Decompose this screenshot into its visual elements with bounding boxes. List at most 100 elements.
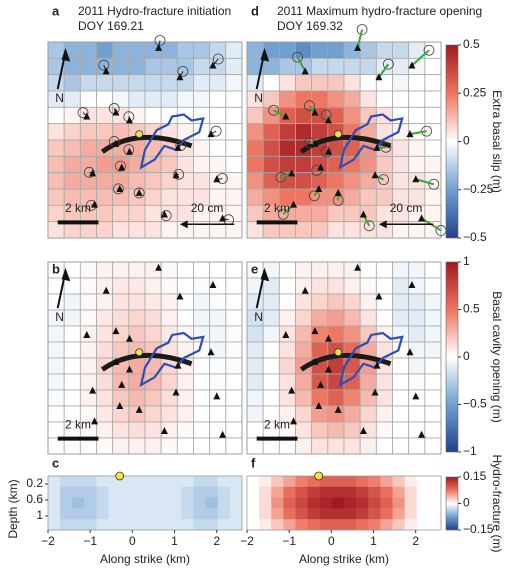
- heatmap-cell: [392, 293, 410, 311]
- heatmap-cell: [160, 277, 178, 295]
- heatmap-cell: [327, 90, 345, 108]
- heatmap-cell: [229, 519, 243, 531]
- heatmap-cell: [344, 497, 357, 509]
- heatmap-cell: [47, 293, 65, 311]
- heatmap-cell: [295, 293, 313, 311]
- heatmap-cell: [112, 90, 130, 108]
- heatmap-cell: [392, 486, 406, 498]
- x-tick-label: 0: [129, 534, 136, 548]
- heatmap-cell: [47, 325, 65, 343]
- heatmap-cell: [343, 188, 361, 206]
- gps-station: [418, 430, 426, 438]
- heatmap-cell: [343, 405, 361, 423]
- heatmap-cell: [311, 293, 329, 311]
- heatmap-cell: [356, 497, 369, 509]
- heatmap-cell: [193, 155, 211, 174]
- heatmap-cell: [380, 497, 393, 509]
- heatmap-cell: [392, 373, 410, 391]
- heatmap-cell: [295, 261, 313, 279]
- heatmap-cell: [278, 357, 296, 375]
- gps-station: [176, 292, 184, 300]
- error-ellipse: [304, 100, 315, 112]
- heatmap-cell: [47, 155, 65, 174]
- heatmap-cell: [262, 277, 280, 295]
- heatmap-cell: [229, 508, 243, 520]
- heatmap-cell: [327, 437, 345, 455]
- gps-station: [172, 171, 180, 179]
- heatmap-cell: [63, 341, 81, 359]
- heatmap-cell: [311, 74, 329, 92]
- heatmap-cell: [112, 293, 130, 311]
- heatmap-cell: [278, 57, 296, 76]
- heatmap-cell: [262, 389, 280, 407]
- heatmap-cell: [368, 519, 381, 531]
- heatmap-cell: [120, 519, 134, 531]
- heatmap-cell: [209, 139, 227, 157]
- heatmap-cell: [132, 486, 146, 498]
- heatmap-cell: [375, 389, 393, 407]
- gps-station: [155, 43, 163, 51]
- heatmap-cell: [392, 172, 410, 190]
- heatmap-cell: [193, 421, 211, 439]
- gps-station: [135, 188, 143, 196]
- heatmap-cell: [262, 155, 280, 174]
- x-axis-label: Along strike (km): [100, 552, 190, 566]
- heatmap-cell: [47, 74, 65, 92]
- heatmap-cell: [375, 155, 393, 174]
- gps-station: [155, 263, 163, 271]
- heatmap-cell: [424, 90, 442, 108]
- panel-letter: f: [251, 455, 256, 470]
- heatmap-cell: [392, 57, 410, 76]
- heatmap-cell: [408, 325, 426, 343]
- heatmap-cell: [416, 497, 430, 509]
- heatmap-cell: [424, 74, 442, 92]
- error-ellipse: [154, 35, 166, 46]
- heatmap-cell: [217, 497, 231, 509]
- heatmap-cell: [262, 90, 280, 108]
- error-ellipse: [320, 146, 332, 158]
- displacement-arrow: [378, 63, 390, 78]
- heatmap-cell: [408, 357, 426, 375]
- panel-title: 2011 Hydro-fracture initiation: [78, 4, 231, 18]
- colorbar-tick-label: −0.25: [463, 182, 494, 196]
- heatmap-cell: [404, 519, 418, 531]
- heatmap-cell: [416, 486, 430, 498]
- displacement-arrow: [415, 178, 435, 186]
- heatmap-cell: [176, 277, 194, 295]
- heatmap-cell: [96, 389, 114, 407]
- heatmap-cell: [63, 309, 81, 327]
- heatmap-cell: [176, 90, 194, 108]
- colorbar-tick-label: 0: [463, 134, 470, 148]
- heatmap-cell: [225, 277, 243, 295]
- heatmap-cell: [157, 519, 170, 531]
- heatmap-cell: [120, 508, 134, 520]
- heatmap-cell: [262, 293, 280, 311]
- gps-station: [359, 210, 367, 218]
- heatmap-cell: [246, 123, 264, 141]
- heatmap-cell: [225, 421, 243, 439]
- heatmap-cell: [181, 497, 194, 509]
- heatmap-cell: [128, 405, 146, 423]
- heatmap-cell: [259, 476, 272, 488]
- heatmap-cell: [128, 221, 146, 239]
- heatmap-cell: [368, 476, 381, 488]
- heatmap-cell: [359, 74, 377, 92]
- heatmap-cell: [408, 74, 426, 92]
- heatmap-cell: [359, 90, 377, 108]
- heatmap-cell: [128, 74, 146, 92]
- heatmap-cell: [278, 261, 296, 279]
- heatmap-cell: [295, 486, 309, 498]
- heatmap-cell: [359, 188, 377, 206]
- heatmap-cell: [327, 277, 345, 295]
- heatmap-cell: [157, 508, 170, 520]
- heatmap-cell: [392, 421, 410, 439]
- heatmap-cell: [311, 277, 329, 295]
- heatmap-cell: [404, 486, 418, 498]
- heatmap-cell: [295, 221, 313, 239]
- heatmap-cell: [392, 309, 410, 327]
- heatmap-cell: [193, 139, 211, 157]
- heatmap-cell: [145, 486, 158, 498]
- heatmap-cell: [262, 57, 280, 76]
- colorbar-tick-label: −0.15: [463, 522, 494, 536]
- error-ellipse: [77, 107, 89, 118]
